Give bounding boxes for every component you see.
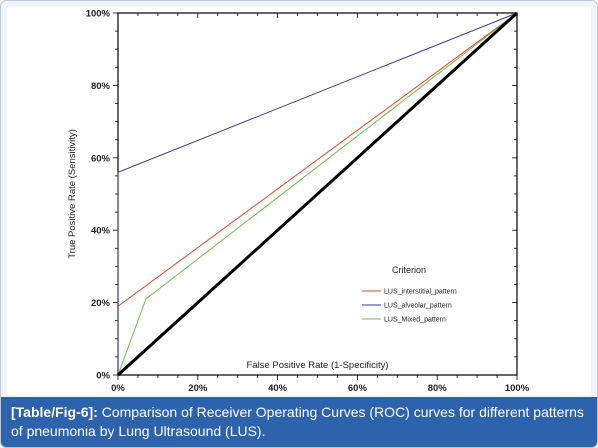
series-layer [116,11,519,377]
y-tick-label: 100% [86,9,111,20]
x-tick-label: 60% [348,383,368,394]
figure-caption: [Table/Fig-6]: Comparison of Receiver Op… [1,397,597,447]
x-tick-label: 40% [268,383,288,394]
caption-label: [Table/Fig-6]: [11,404,98,420]
roc-chart-svg: 0% 20% 40% 60% 80% 100% 0% 20% 40% 60% 80% 100% Fal… [67,9,530,395]
y-tick-label: 40% [91,226,111,237]
legend-entry-label: LUS_Mixed_pattern [384,317,446,324]
reference-diagonal-line [116,11,519,377]
legend: Criterion LUS_interstitial_pattern LUS_al… [362,265,457,324]
y-tick-label: 0% [96,371,110,382]
x-tick-label: 80% [428,383,448,394]
legend-title: Criterion [392,265,426,275]
x-tick-label: 20% [188,383,208,394]
y-axis-label: True Positive Rate (Sensitivity) [67,129,78,259]
y-tick-label: 80% [91,81,111,92]
legend-entry-label: LUS_interstitial_pattern [384,289,457,296]
x-axis-label: False Positive Rate (1-Specificity) [246,360,388,371]
x-tick-label: 0% [111,383,125,394]
axis-ticks: 0% 20% 40% 60% 80% 100% 0% 20% 40% 60% 80% 100% [86,9,530,395]
caption-text: Comparison of Receiver Operating Curves … [11,404,584,439]
y-tick-label: 20% [91,298,111,309]
y-tick-label: 60% [91,153,111,164]
roc-series-line [117,12,518,375]
roc-chart: 0% 20% 40% 60% 80% 100% 0% 20% 40% 60% 80% 100% Fal… [7,7,591,395]
legend-entry-label: LUS_alveolar_pattern [384,303,452,310]
roc-series-line [117,12,518,376]
x-tick-label: 100% [505,383,530,394]
